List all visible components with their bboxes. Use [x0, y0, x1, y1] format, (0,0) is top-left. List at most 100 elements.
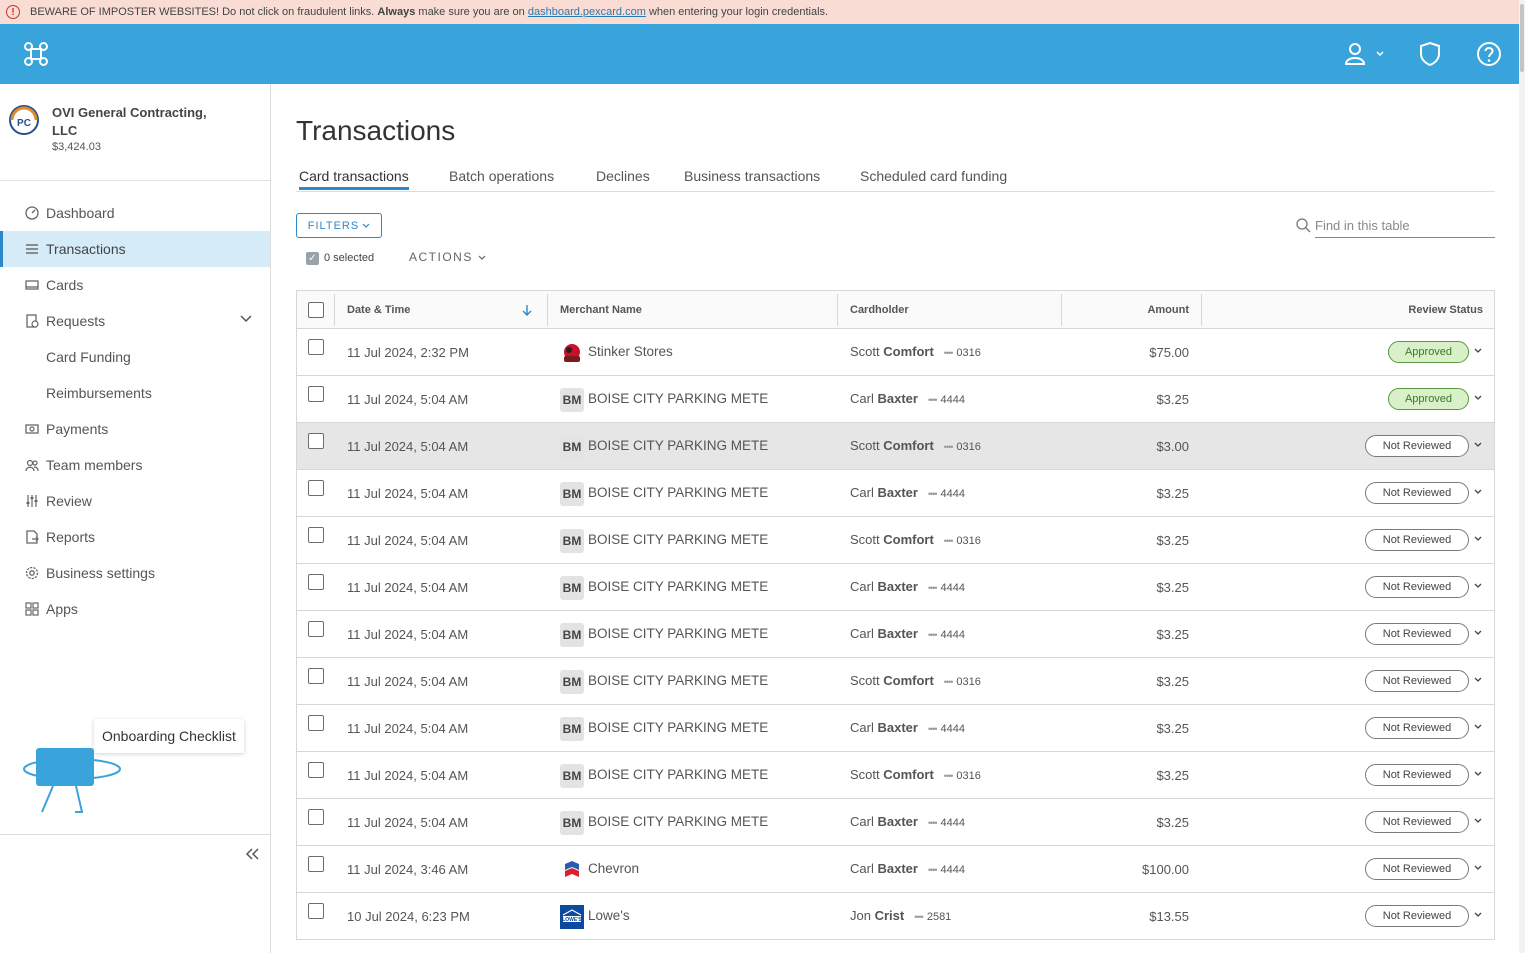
header-merchant[interactable]: Merchant Name — [560, 304, 642, 316]
chevron-down-icon[interactable] — [1474, 770, 1482, 778]
chevron-down-icon[interactable] — [1474, 676, 1482, 684]
scrollbar-thumb[interactable] — [1520, 4, 1524, 72]
merchant-name[interactable]: BOISE CITY PARKING METE — [588, 767, 769, 782]
review-status-badge[interactable]: Not Reviewed — [1365, 717, 1469, 739]
header-amount[interactable]: Amount — [1147, 304, 1189, 316]
help-icon[interactable] — [1476, 41, 1502, 67]
review-status-badge[interactable]: Not Reviewed — [1365, 623, 1469, 645]
sidebar-item-dashboard[interactable]: Dashboard — [0, 195, 270, 231]
row-checkbox[interactable] — [308, 527, 324, 543]
row-checkbox[interactable] — [308, 574, 324, 590]
chevron-down-icon[interactable] — [1474, 347, 1482, 355]
table-row[interactable]: 11 Jul 2024, 5:04 AM BM BOISE CITY PARKING… — [297, 705, 1494, 752]
review-status-badge[interactable]: Approved — [1388, 341, 1469, 363]
merchant-name[interactable]: BOISE CITY PARKING METE — [588, 485, 769, 500]
row-checkbox[interactable] — [308, 715, 324, 731]
search-input[interactable] — [1315, 214, 1495, 238]
sidebar-item-cards[interactable]: Cards — [0, 267, 270, 303]
chevron-down-icon[interactable] — [1474, 817, 1482, 825]
merchant-name[interactable]: Stinker Stores — [588, 344, 673, 359]
onboarding-mascot-icon[interactable] — [20, 744, 130, 819]
user-menu-icon[interactable] — [1343, 41, 1387, 67]
row-checkbox[interactable] — [308, 903, 324, 919]
chevron-down-icon[interactable] — [1474, 911, 1482, 919]
row-checkbox[interactable] — [308, 386, 324, 402]
sidebar-item-transactions[interactable]: Transactions — [0, 231, 270, 267]
review-status-badge[interactable]: Approved — [1388, 388, 1469, 410]
chevron-down-icon[interactable] — [1474, 582, 1482, 590]
app-logo-icon[interactable] — [23, 41, 49, 67]
merchant-name[interactable]: BOISE CITY PARKING METE — [588, 579, 769, 594]
tab-batch-operations[interactable]: Batch operations — [449, 168, 555, 184]
row-checkbox[interactable] — [308, 668, 324, 684]
merchant-name[interactable]: BOISE CITY PARKING METE — [588, 391, 769, 406]
sidebar-item-apps[interactable]: Apps — [0, 591, 270, 627]
shield-icon[interactable] — [1417, 41, 1443, 67]
sidebar-item-payments[interactable]: Payments — [0, 411, 270, 447]
header-review-status[interactable]: Review Status — [1408, 304, 1483, 316]
review-status-badge[interactable]: Not Reviewed — [1365, 482, 1469, 504]
sidebar-item-business-settings[interactable]: Business settings — [0, 555, 270, 591]
review-status-badge[interactable]: Not Reviewed — [1365, 811, 1469, 833]
sort-arrow-down-icon[interactable] — [522, 304, 532, 316]
tab-card-transactions[interactable]: Card transactions — [299, 168, 409, 190]
table-row[interactable]: 11 Jul 2024, 5:04 AM BM BOISE CITY PARKING… — [297, 799, 1494, 846]
review-status-badge[interactable]: Not Reviewed — [1365, 529, 1469, 551]
table-row[interactable]: 11 Jul 2024, 5:04 AM BM BOISE CITY PARKING… — [297, 611, 1494, 658]
review-status-badge[interactable]: Not Reviewed — [1365, 905, 1469, 927]
review-status-badge[interactable]: Not Reviewed — [1365, 764, 1469, 786]
table-row[interactable]: 11 Jul 2024, 5:04 AM BM BOISE CITY PARKING… — [297, 658, 1494, 705]
merchant-name[interactable]: Chevron — [588, 861, 640, 876]
onboarding-checklist-tooltip[interactable]: Onboarding Checklist — [94, 719, 244, 753]
sidebar-item-card-funding[interactable]: Card Funding — [0, 339, 270, 375]
sidebar-item-review[interactable]: Review — [0, 483, 270, 519]
actions-button[interactable]: ACTIONS — [409, 250, 486, 264]
chevron-down-icon[interactable] — [1474, 441, 1482, 449]
review-status-badge[interactable]: Not Reviewed — [1365, 435, 1469, 457]
merchant-name[interactable]: BOISE CITY PARKING METE — [588, 438, 769, 453]
sidebar-item-reimbursements[interactable]: Reimbursements — [0, 375, 270, 411]
merchant-name[interactable]: BOISE CITY PARKING METE — [588, 673, 769, 688]
sidebar-item-team-members[interactable]: Team members — [0, 447, 270, 483]
collapse-sidebar-icon[interactable] — [244, 846, 260, 862]
select-all-checkbox[interactable] — [308, 302, 324, 318]
merchant-name[interactable]: BOISE CITY PARKING METE — [588, 532, 769, 547]
tab-scheduled-card-funding[interactable]: Scheduled card funding — [860, 168, 1008, 184]
review-status-badge[interactable]: Not Reviewed — [1365, 670, 1469, 692]
filters-button[interactable]: FILTERS — [296, 213, 382, 238]
review-status-badge[interactable]: Not Reviewed — [1365, 576, 1469, 598]
table-row[interactable]: 11 Jul 2024, 3:46 AM Chevron Carl Baxter ••… — [297, 846, 1494, 893]
row-checkbox[interactable] — [308, 339, 324, 355]
row-checkbox[interactable] — [308, 762, 324, 778]
review-status-badge[interactable]: Not Reviewed — [1365, 858, 1469, 880]
chevron-down-icon[interactable] — [1474, 535, 1482, 543]
sidebar-item-requests[interactable]: Requests — [0, 303, 270, 339]
row-checkbox[interactable] — [308, 809, 324, 825]
table-row[interactable]: 11 Jul 2024, 5:04 AM BM BOISE CITY PARKING… — [297, 517, 1494, 564]
merchant-name[interactable]: BOISE CITY PARKING METE — [588, 626, 769, 641]
chevron-down-icon[interactable] — [1474, 864, 1482, 872]
row-checkbox[interactable] — [308, 856, 324, 872]
sidebar-item-reports[interactable]: Reports — [0, 519, 270, 555]
merchant-name[interactable]: BOISE CITY PARKING METE — [588, 814, 769, 829]
banner-link[interactable]: dashboard.pexcard.com — [527, 6, 646, 18]
table-row[interactable]: 11 Jul 2024, 2:32 PM Stinker Stores Scott … — [297, 329, 1494, 376]
merchant-name[interactable]: Lowe's — [588, 908, 630, 923]
tab-business-transactions[interactable]: Business transactions — [684, 168, 821, 184]
chevron-down-icon[interactable] — [1474, 629, 1482, 637]
merchant-name[interactable]: BOISE CITY PARKING METE — [588, 720, 769, 735]
chevron-down-icon[interactable] — [1474, 723, 1482, 731]
page-scrollbar[interactable] — [1519, 0, 1525, 953]
table-row[interactable]: 10 Jul 2024, 6:23 PM LOWE'S Lowe's Jon Cris… — [297, 893, 1494, 940]
tab-declines[interactable]: Declines — [596, 168, 650, 184]
row-checkbox[interactable] — [308, 433, 324, 449]
row-checkbox[interactable] — [308, 621, 324, 637]
table-row[interactable]: 11 Jul 2024, 5:04 AM BM BOISE CITY PARKING… — [297, 470, 1494, 517]
header-cardholder[interactable]: Cardholder — [850, 304, 909, 316]
company-header[interactable]: PC OVI General Contracting, LLC $3,424.0… — [0, 84, 270, 181]
table-row[interactable]: 11 Jul 2024, 5:04 AM BM BOISE CITY PARKING… — [297, 752, 1494, 799]
table-row[interactable]: 11 Jul 2024, 5:04 AM BM BOISE CITY PARKING… — [297, 423, 1494, 470]
select-all-indicator[interactable]: ✓ — [306, 252, 319, 265]
table-row[interactable]: 11 Jul 2024, 5:04 AM BM BOISE CITY PARKING… — [297, 564, 1494, 611]
chevron-down-icon[interactable] — [240, 315, 252, 323]
